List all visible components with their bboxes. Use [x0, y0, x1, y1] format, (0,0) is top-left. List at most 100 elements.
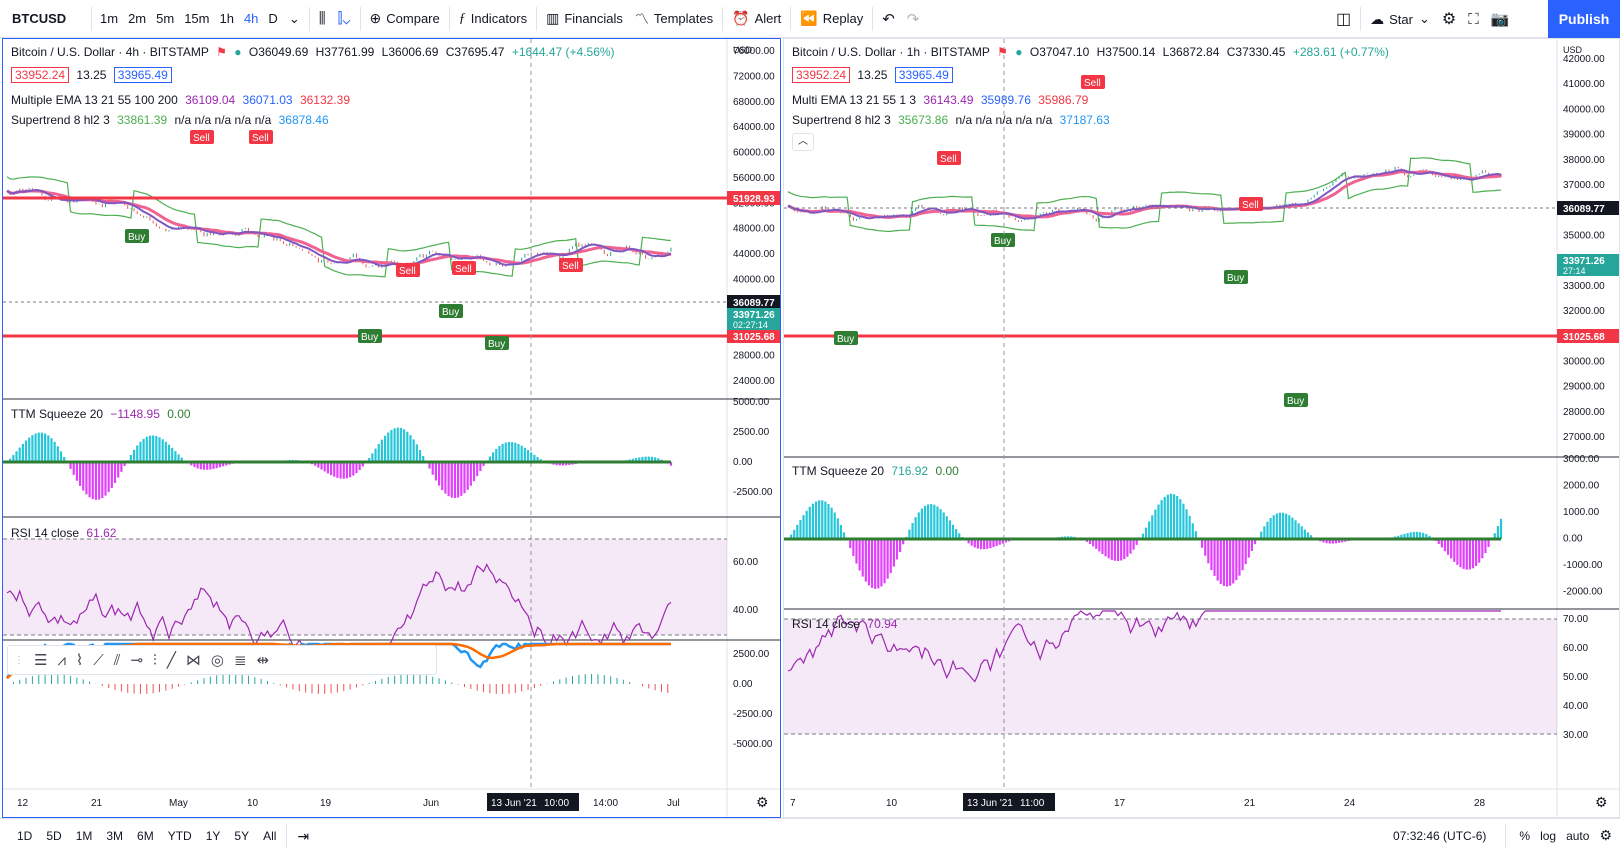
templates-label: Templates: [653, 11, 714, 26]
timeframe-4h[interactable]: 4h: [243, 11, 259, 26]
supertrend-label: Supertrend 8 hl2 3: [11, 113, 110, 127]
bar-style-icon[interactable]: ⫼: [318, 10, 326, 27]
replay-button[interactable]: ⏪ Replay: [794, 0, 869, 38]
price-tick-label: 72000.00: [733, 71, 775, 82]
percent-toggle[interactable]: %: [1519, 828, 1531, 843]
buy-label: Buy: [361, 332, 378, 343]
candle-style-icon[interactable]: ⫿⌄: [337, 10, 351, 27]
buy-label: Buy: [1227, 273, 1244, 284]
layout-icon[interactable]: ◫: [1336, 11, 1352, 28]
timeframe-5m[interactable]: 5m: [156, 11, 175, 26]
gear-icon[interactable]: ⚙: [1441, 11, 1457, 28]
chevron-down-icon[interactable]: ⌄: [288, 10, 300, 26]
right-chart-canvas[interactable]: 42000.00 41000.00 40000.00 39000.00 38000.00…: [784, 39, 1620, 818]
camera-icon[interactable]: 📷: [1490, 11, 1510, 28]
drag-handle-icon[interactable]: ⋮: [14, 654, 24, 666]
left-high: H37761.99: [315, 45, 375, 59]
timeframe-1m[interactable]: 1m: [100, 11, 119, 26]
clock[interactable]: 07:32:46 (UTC-6): [1393, 828, 1487, 843]
time-tick-label: Jun: [423, 798, 439, 809]
range-3m[interactable]: 3M: [106, 829, 124, 843]
rsi-band: [784, 619, 1557, 734]
redo-icon[interactable]: ↷: [906, 10, 920, 28]
range-6m[interactable]: 6M: [137, 829, 154, 843]
ask-button[interactable]: 33965.49: [894, 67, 953, 83]
ray-icon[interactable]: ╱: [166, 652, 176, 669]
horizontal-line-icon[interactable]: ⊸: [130, 652, 144, 669]
trend-line-icon[interactable]: ⟋: [93, 651, 104, 669]
undo-icon[interactable]: ↶: [882, 10, 895, 28]
right-ttm-legend: TTM Squeeze 20 716.92 0.00: [792, 464, 963, 478]
log-toggle[interactable]: log: [1540, 828, 1557, 843]
bottom-right-info: 07:32:46 (UTC-6) % log auto ⚙: [1393, 818, 1620, 853]
rsi-line: [787, 610, 1501, 683]
separator: [536, 6, 538, 31]
time-tick-label: 10: [886, 798, 898, 809]
collapse-legend-button[interactable]: ︿: [792, 133, 814, 151]
sell-marker: [452, 261, 476, 275]
range-5y[interactable]: 5Y: [234, 829, 250, 843]
range-5d[interactable]: 5D: [46, 829, 62, 843]
timeframe-15m[interactable]: 15m: [184, 11, 210, 26]
left-legend-title: Bitcoin / U.S. Dollar · 4h · BITSTAMP ⚑ …: [11, 45, 619, 59]
fib-tool-icon[interactable]: ☰: [34, 652, 48, 669]
bid-button[interactable]: 33952.24: [792, 67, 851, 83]
range-all[interactable]: All: [263, 829, 277, 843]
buy-marker: [485, 336, 509, 350]
gann-icon[interactable]: ◎: [210, 652, 224, 669]
elliott-wave-icon[interactable]: ⌇: [75, 652, 84, 669]
right-chart-pane[interactable]: 42000.00 41000.00 40000.00 39000.00 38000.00…: [783, 38, 1620, 818]
right-symbol-title: Bitcoin / U.S. Dollar · 1h · BITSTAMP: [792, 45, 990, 59]
gear-icon[interactable]: ⚙: [1599, 827, 1612, 843]
range-1y[interactable]: 1Y: [205, 829, 221, 843]
rsi-value: 70.94: [867, 617, 898, 631]
left-chart-pane[interactable]: 76000.00 72000.00 68000.00 64000.00 60000.00…: [2, 38, 781, 818]
sell-label: Sell: [399, 266, 416, 277]
flag-icon: ⚑: [216, 45, 227, 59]
separator: [448, 6, 450, 31]
auto-toggle[interactable]: auto: [1566, 828, 1590, 843]
range-icon[interactable]: ⇹: [256, 652, 270, 669]
last-price-label: 33971.26: [733, 310, 775, 321]
financials-button[interactable]: ▥ Financials: [540, 0, 629, 38]
publish-button[interactable]: Publish: [1548, 0, 1620, 38]
symbol-search[interactable]: BTCUSD: [12, 11, 67, 26]
left-chart-canvas[interactable]: 76000.00 72000.00 68000.00 64000.00 60000.00…: [3, 39, 781, 818]
levels-icon[interactable]: ≣: [233, 652, 247, 669]
compare-button[interactable]: ⊕ Compare: [364, 0, 446, 38]
star-button[interactable]: ☁ Star ⌄: [1364, 0, 1436, 38]
last-price-label: 33971.26: [1563, 256, 1605, 267]
buy-label: Buy: [994, 236, 1011, 247]
bar-chart-icon: ▥: [546, 10, 560, 26]
ema-value-1: 36143.49: [923, 93, 974, 107]
range-ytd[interactable]: YTD: [167, 829, 192, 843]
right-legend-title: Bitcoin / U.S. Dollar · 1h · BITSTAMP ⚑ …: [792, 45, 1393, 59]
measure-icon[interactable]: ⫶: [153, 651, 157, 669]
timeframe-2m[interactable]: 2m: [128, 11, 147, 26]
last-price-tag: [727, 308, 780, 330]
channel-icon[interactable]: ⫽: [113, 651, 121, 669]
fullscreen-icon[interactable]: ⛶: [1468, 10, 1479, 28]
sell-marker: [396, 263, 420, 277]
pattern-tool-icon[interactable]: ⩘: [57, 651, 66, 669]
timeframe-1h[interactable]: 1h: [219, 11, 234, 26]
indicators-button[interactable]: ƒ Indicators: [453, 0, 533, 38]
buy-marker: [439, 304, 463, 318]
time-tick-label: 10:00: [544, 798, 569, 809]
templates-button[interactable]: 〽 Templates: [629, 0, 719, 38]
range-1m[interactable]: 1M: [75, 829, 93, 843]
goto-date-icon[interactable]: ⇥: [297, 827, 310, 844]
right-bid-ask: 33952.24 13.25 33965.49: [792, 67, 957, 83]
countdown-label: 27:14: [1563, 266, 1586, 276]
countdown-label: 02:27:14: [733, 320, 768, 330]
path-icon[interactable]: ⋈: [185, 652, 201, 669]
dashed-level-tag: [727, 295, 780, 309]
time-tick-label: 13 Jun '21: [491, 798, 537, 809]
ask-button[interactable]: 33965.49: [113, 67, 172, 83]
price-tick-label: 44000.00: [733, 249, 775, 260]
sell-marker: [1239, 197, 1263, 211]
timeframe-d[interactable]: D: [268, 11, 278, 26]
alert-button[interactable]: ⏰ Alert: [726, 0, 787, 38]
range-1d[interactable]: 1D: [17, 829, 33, 843]
bid-button[interactable]: 33952.24: [11, 67, 70, 83]
